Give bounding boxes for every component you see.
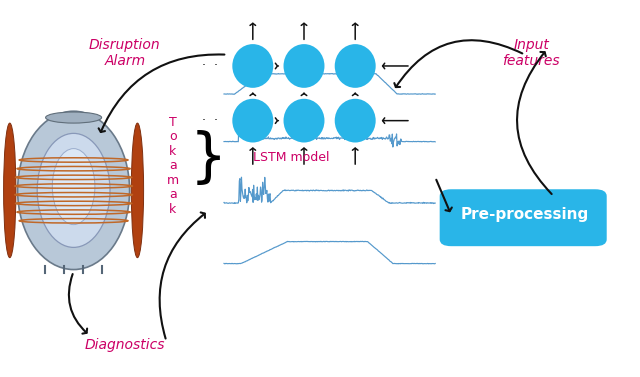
Ellipse shape xyxy=(232,99,273,143)
Ellipse shape xyxy=(335,99,376,143)
Ellipse shape xyxy=(4,123,16,258)
Text: Input
features: Input features xyxy=(502,38,560,68)
FancyBboxPatch shape xyxy=(440,189,607,246)
Ellipse shape xyxy=(284,99,324,143)
Ellipse shape xyxy=(335,44,376,88)
Text: ·  ·: · · xyxy=(202,60,218,72)
Ellipse shape xyxy=(18,111,130,270)
Ellipse shape xyxy=(52,149,95,225)
Text: T
o
k
a
m
a
k: T o k a m a k xyxy=(167,116,179,216)
Text: }: } xyxy=(189,130,227,187)
Ellipse shape xyxy=(232,44,273,88)
Ellipse shape xyxy=(45,112,102,123)
Text: Diagnostics: Diagnostics xyxy=(84,338,165,352)
Text: LSTM model: LSTM model xyxy=(253,151,330,164)
Ellipse shape xyxy=(131,123,143,258)
Ellipse shape xyxy=(37,133,110,247)
Text: Disruption
Alarm: Disruption Alarm xyxy=(89,38,161,68)
Ellipse shape xyxy=(284,44,324,88)
Text: ·  ·: · · xyxy=(202,114,218,127)
Text: Pre-processing: Pre-processing xyxy=(461,207,589,222)
